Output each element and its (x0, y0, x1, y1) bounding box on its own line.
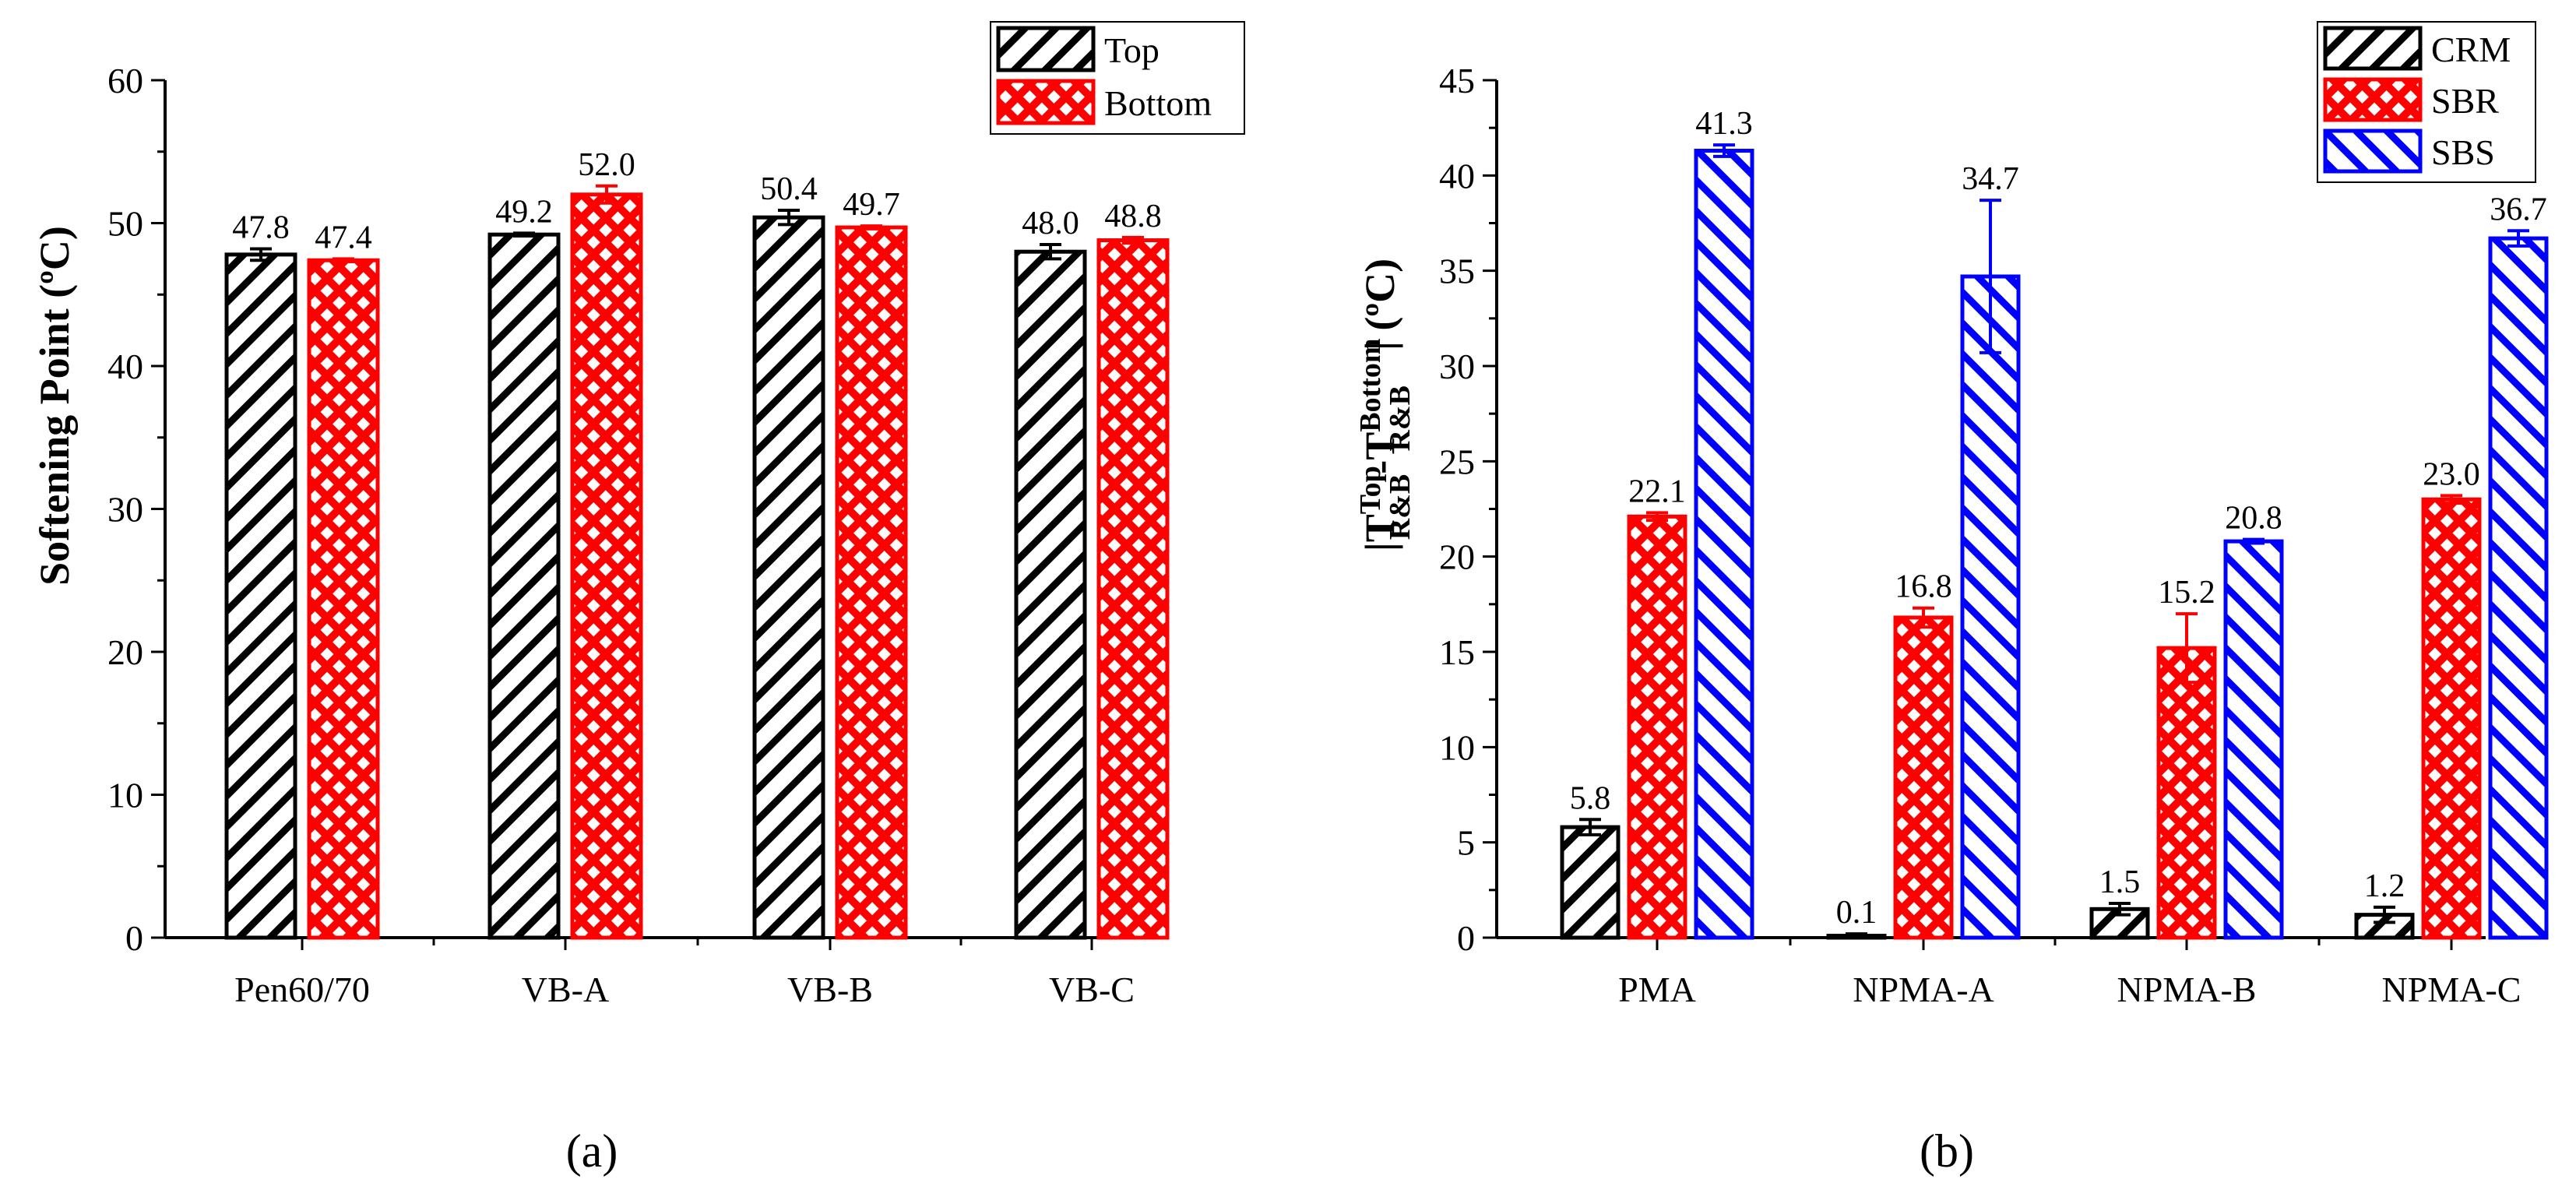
y-tick-label: 20 (107, 632, 143, 672)
data-label: 50.4 (760, 171, 818, 207)
data-label: 52.0 (578, 147, 635, 183)
bar-sbs-npmaa (1960, 274, 2021, 940)
y-tick-label: 45 (1439, 61, 1475, 100)
bar-bottom-vbc (1096, 238, 1170, 940)
y-tick-label: 15 (1439, 632, 1475, 672)
y-tick-label: 30 (107, 490, 143, 530)
data-label: 47.4 (315, 220, 372, 255)
y-axis-title-b: |TTopR&B-TBottomR&B| (ºC) (1354, 259, 1416, 551)
bar-bottom-vbb (835, 225, 908, 940)
y-tick-label: 40 (1439, 156, 1475, 195)
data-label: 16.8 (1895, 569, 1952, 605)
y-tick-label: 60 (107, 61, 143, 100)
bar-sbr-pma (1627, 514, 1687, 940)
data-label: 49.2 (495, 194, 553, 230)
y-tick-label: 20 (1439, 537, 1475, 577)
legend-swatch-sbs (2323, 128, 2423, 174)
bar-sbs-npmab (2223, 539, 2284, 940)
x-tick-label: NPMA-B (2117, 970, 2257, 1009)
data-label: 48.8 (1104, 199, 1162, 234)
bar-sbr-npmaa (1893, 615, 1954, 940)
legend-swatch-sbr (2323, 77, 2423, 122)
bar-top-vbb (752, 215, 825, 940)
legend-label-bottom: Bottom (1104, 83, 1212, 123)
legend: Top Bottom (990, 21, 1245, 135)
y-tick-label: 25 (1439, 442, 1475, 481)
chart-panel-a: 0 10 20 30 40 50 60 Pen60/70 VB-A VB-B VB-C 47.8 49.… (107, 21, 1245, 1009)
x-tick-label: VB-C (1049, 970, 1135, 1009)
bar-top-vba (487, 232, 561, 940)
data-label: 34.7 (1962, 161, 2019, 197)
data-label: 22.1 (1628, 474, 1686, 509)
y-tick-label: 10 (1439, 727, 1475, 767)
bar-sbr-npmac (2421, 497, 2482, 940)
x-tick-label: Pen60/70 (234, 970, 370, 1009)
bar-sbs-npmac (2488, 236, 2549, 940)
y-tick-label: 0 (1457, 918, 1475, 958)
legend-swatch-bottom (996, 79, 1096, 125)
legend-label-sbr: SBR (2431, 81, 2499, 121)
y-tick-label: 40 (107, 347, 143, 386)
bar-bottom-vba (570, 192, 643, 940)
data-label: 20.8 (2225, 501, 2282, 537)
y-axis-title-a: Softening Point (ºC) (31, 226, 78, 586)
bar-top-pen6070 (224, 252, 297, 940)
legend-label-sbs: SBS (2431, 132, 2495, 172)
panel-label-b: (b) (1920, 1125, 1974, 1177)
data-label: 47.8 (232, 210, 290, 246)
data-label: 1.5 (2099, 864, 2141, 900)
data-label: 36.7 (2490, 192, 2547, 227)
panel-label-a: (a) (566, 1125, 618, 1177)
legend-label-crm: CRM (2431, 30, 2511, 69)
data-label: 15.2 (2158, 575, 2215, 611)
bar-sbs-pma (1694, 149, 1754, 940)
legend-swatch-top (996, 26, 1096, 72)
data-label: 1.2 (2364, 868, 2405, 904)
bar-sbr-npmab (2156, 646, 2217, 940)
legend-label-top: Top (1104, 30, 1160, 70)
x-tick-label: NPMA-C (2382, 970, 2521, 1009)
y-tick-label: 5 (1457, 823, 1475, 863)
x-tick-label: NPMA-A (1853, 970, 1994, 1009)
data-label: 49.7 (843, 187, 900, 223)
data-label: 41.3 (1695, 106, 1753, 142)
x-tick-label: PMA (1618, 970, 1696, 1009)
y-tick-label: 10 (107, 776, 143, 815)
bar-top-vbc (1014, 249, 1087, 940)
bar-crm-pma (1560, 825, 1621, 940)
bar-bottom-pen6070 (307, 258, 380, 940)
y-tick-label: 30 (1439, 347, 1475, 386)
x-tick-label: VB-B (787, 970, 873, 1009)
legend-swatch-crm (2323, 26, 2423, 71)
data-label: 0.1 (1836, 895, 1877, 931)
data-label: 23.0 (2423, 456, 2480, 492)
x-tick-label: VB-A (522, 970, 609, 1009)
legend: CRM SBR SBS (2317, 21, 2536, 183)
y-tick-label: 50 (107, 204, 143, 244)
y-tick-label: 35 (1439, 252, 1475, 291)
y-tick-label: 0 (125, 918, 143, 958)
chart-panel-b: 0 5 10 15 20 25 30 35 40 45 PMA NPMA-A NPMA-B NPMA-C 5… (1439, 21, 2549, 1009)
data-label: 5.8 (1570, 780, 1611, 816)
data-label: 48.0 (1022, 206, 1079, 241)
